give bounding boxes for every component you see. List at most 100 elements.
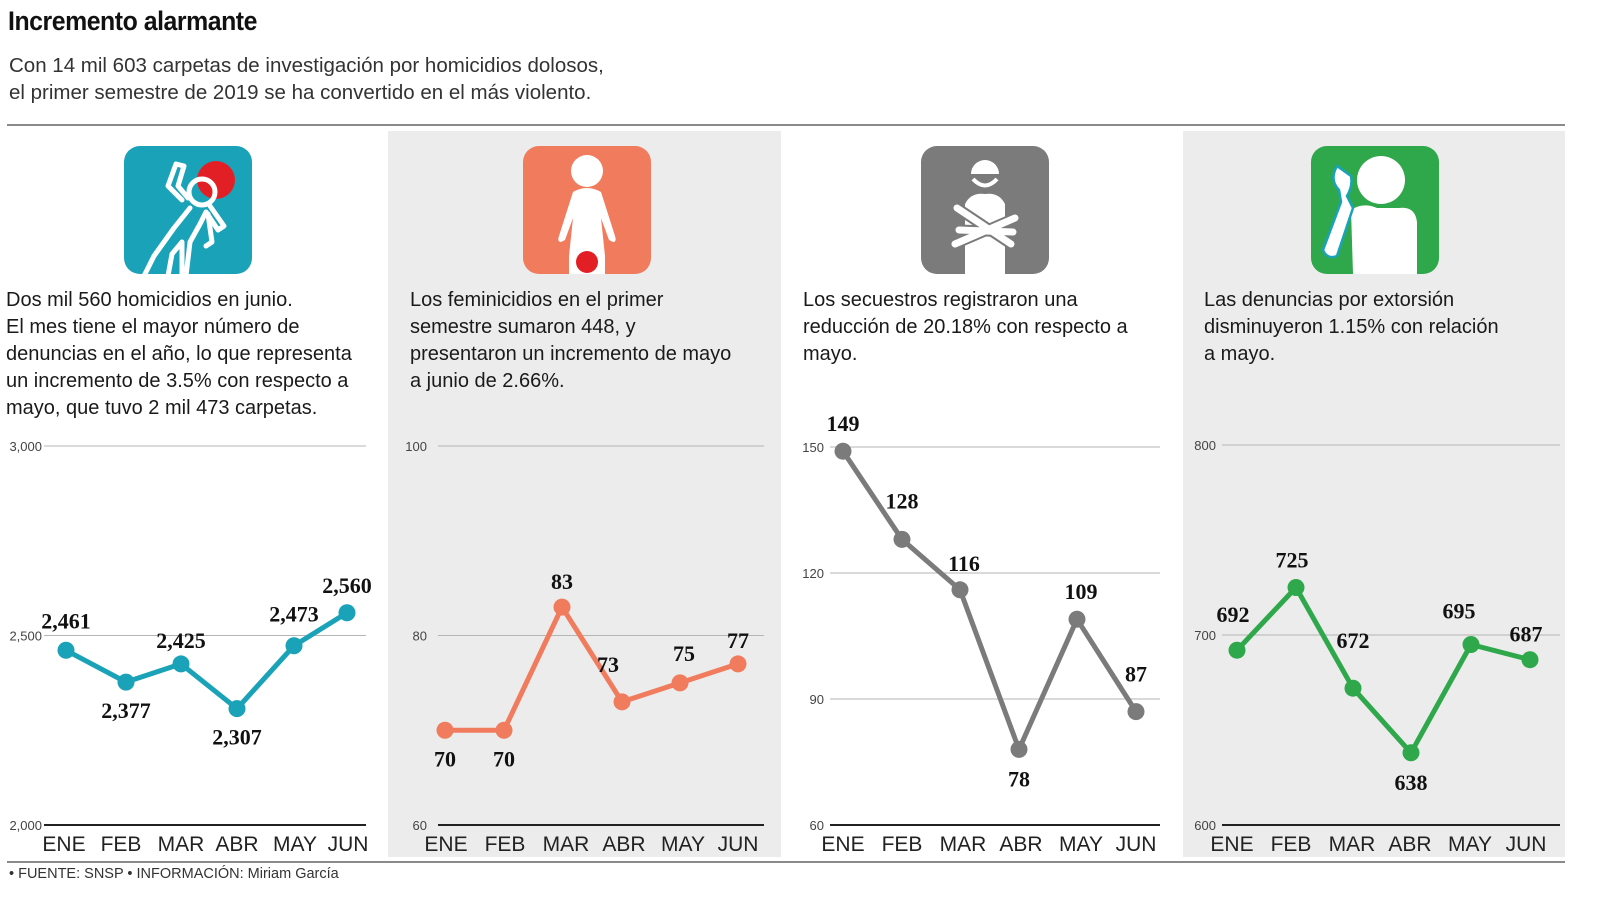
- x-tick-label: MAY: [661, 833, 705, 856]
- y-tick-label: 90: [810, 692, 824, 707]
- y-tick-label: 60: [413, 818, 427, 833]
- data-point: [1521, 651, 1539, 669]
- desc-line: un incremento de 3.5% con respecto a: [6, 370, 349, 392]
- y-tick-label: 100: [405, 439, 427, 454]
- data-label: 672: [1337, 628, 1370, 653]
- data-point: [1228, 641, 1246, 659]
- x-tick-label: MAR: [158, 833, 205, 856]
- series-line: [64, 610, 349, 712]
- data-point: [834, 442, 852, 460]
- x-tick-label: MAY: [1059, 833, 1103, 856]
- data-label: 128: [886, 488, 919, 513]
- data-label: 638: [1395, 770, 1428, 795]
- data-label: 2,377: [101, 698, 151, 723]
- x-tick-label: MAY: [273, 833, 317, 856]
- desc-line: semestre sumaron 448, y: [410, 316, 636, 338]
- series-line: [1235, 585, 1531, 756]
- data-point: [729, 655, 747, 673]
- series-line: [445, 604, 739, 733]
- data-point: [1344, 679, 1362, 697]
- data-label: 695: [1443, 599, 1476, 624]
- x-tick-label: MAR: [940, 833, 987, 856]
- x-tick-label: MAY: [1448, 833, 1492, 856]
- data-label: 83: [551, 569, 573, 594]
- data-label: 2,425: [156, 628, 206, 653]
- source-credit: • FUENTE: SNSP • INFORMACIÓN: Miriam Gar…: [9, 866, 339, 882]
- data-point: [1127, 703, 1145, 721]
- panel-description: Los feminicidios en el primer semestre s…: [410, 287, 731, 395]
- top-divider: [7, 124, 1565, 126]
- data-label: 692: [1217, 602, 1250, 627]
- x-tick-label: MAR: [1329, 833, 1376, 856]
- data-label: 2,560: [322, 573, 372, 598]
- data-point: [436, 721, 454, 739]
- femicide-woman-icon: [523, 146, 651, 274]
- data-point: [893, 530, 911, 548]
- y-tick-label: 150: [802, 440, 824, 455]
- y-tick-label: 2,000: [9, 818, 42, 833]
- panel-feminicidios: Los feminicidios en el primer semestre s…: [388, 131, 781, 857]
- desc-line: presentaron un incremento de mayo: [410, 343, 732, 365]
- panel-extorsion: Las denuncias por extorsión disminuyeron…: [1183, 131, 1565, 857]
- panel-description: Dos mil 560 homicidios en junio. El mes …: [6, 287, 352, 422]
- data-point: [285, 637, 303, 655]
- x-tick-label: ENE: [1210, 833, 1253, 856]
- chart-2: 60 90 120 150 ENE FEB MAR ABR MAY JUN 149 128 116 78 1…: [802, 411, 1160, 856]
- data-point: [495, 721, 513, 739]
- chart-1: 60 80 100 ENE FEB MAR ABR MAY JUN 70 70 83 73 75 77: [405, 439, 764, 856]
- data-label: 70: [434, 746, 456, 771]
- desc-line: Los secuestros registraron una: [803, 289, 1078, 311]
- page-subtitle: Con 14 mil 603 carpetas de investigación…: [9, 52, 604, 106]
- data-point: [57, 641, 75, 659]
- x-tick-label: ABR: [1388, 833, 1431, 856]
- desc-line: Los feminicidios en el primer: [410, 289, 664, 311]
- desc-line: reducción de 20.18% con respecto a: [803, 316, 1128, 338]
- data-label: 2,461: [41, 608, 91, 633]
- x-tick-label: FEB: [101, 833, 142, 856]
- x-tick-label: FEB: [882, 833, 923, 856]
- data-point: [553, 598, 571, 616]
- data-point: [951, 581, 969, 599]
- desc-line: a mayo.: [1204, 343, 1276, 365]
- data-label: 87: [1125, 662, 1147, 687]
- data-label: 70: [493, 746, 515, 771]
- data-label: 73: [597, 652, 619, 677]
- data-point: [338, 604, 356, 622]
- panel-description: Los secuestros registraron una reducción…: [803, 287, 1128, 368]
- data-point: [1402, 744, 1420, 762]
- desc-line: mayo.: [803, 343, 858, 365]
- homicide-chalk-outline-icon: [124, 146, 252, 274]
- y-tick-label: 60: [810, 818, 824, 833]
- data-label: 2,473: [269, 602, 319, 627]
- data-point: [1068, 610, 1086, 628]
- subtitle-line: el primer semestre de 2019 se ha convert…: [9, 81, 592, 104]
- desc-line: denuncias en el año, lo que representa: [6, 343, 352, 365]
- panel-secuestros: Los secuestros registraron una reducción…: [781, 131, 1183, 857]
- kidnapping-bound-person-icon: [921, 146, 1049, 274]
- desc-line: a junio de 2.66%.: [410, 370, 565, 392]
- x-tick-label: JUN: [1506, 833, 1547, 856]
- data-label: 149: [827, 411, 860, 436]
- x-tick-label: ABR: [999, 833, 1042, 856]
- y-tick-label: 800: [1194, 438, 1216, 453]
- chart-0: 2,000 2,500 3,000 ENE FEB MAR ABR MAY JUN 2,461 2,…: [9, 439, 371, 856]
- data-label: 687: [1510, 622, 1543, 647]
- data-point: [1462, 636, 1480, 653]
- series-line: [840, 449, 1139, 752]
- data-label: 77: [727, 628, 749, 653]
- chart-3: 600 700 800 ENE FEB MAR ABR MAY JUN 692 725 672 638 6…: [1194, 438, 1560, 856]
- data-label: 725: [1276, 548, 1309, 573]
- subtitle-line: Con 14 mil 603 carpetas de investigación…: [9, 54, 604, 77]
- x-tick-label: ENE: [821, 833, 864, 856]
- desc-line: Las denuncias por extorsión: [1204, 289, 1455, 311]
- desc-line: mayo, que tuvo 2 mil 473 carpetas.: [6, 397, 318, 419]
- y-tick-label: 700: [1194, 628, 1216, 643]
- y-tick-label: 80: [413, 629, 427, 644]
- x-tick-label: ENE: [424, 833, 467, 856]
- data-point: [117, 673, 135, 691]
- data-point: [1287, 579, 1305, 596]
- data-label: 75: [673, 641, 695, 666]
- panel-homicidios: Dos mil 560 homicidios en junio. El mes …: [0, 131, 388, 857]
- x-tick-label: JUN: [1116, 833, 1157, 856]
